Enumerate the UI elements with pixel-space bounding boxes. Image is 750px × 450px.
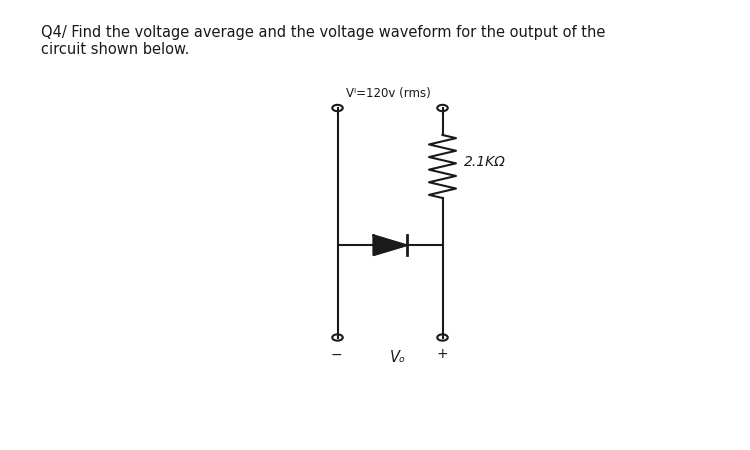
Text: 2.1KΩ: 2.1KΩ — [464, 155, 506, 169]
Text: Vₒ: Vₒ — [389, 350, 406, 365]
Polygon shape — [374, 235, 406, 255]
Text: +: + — [436, 347, 448, 361]
Text: −: − — [330, 347, 342, 361]
Text: Vᴵ=120v (rms): Vᴵ=120v (rms) — [346, 87, 431, 100]
Text: Q4/ Find the voltage average and the voltage waveform for the output of the
circ: Q4/ Find the voltage average and the vol… — [41, 25, 606, 57]
